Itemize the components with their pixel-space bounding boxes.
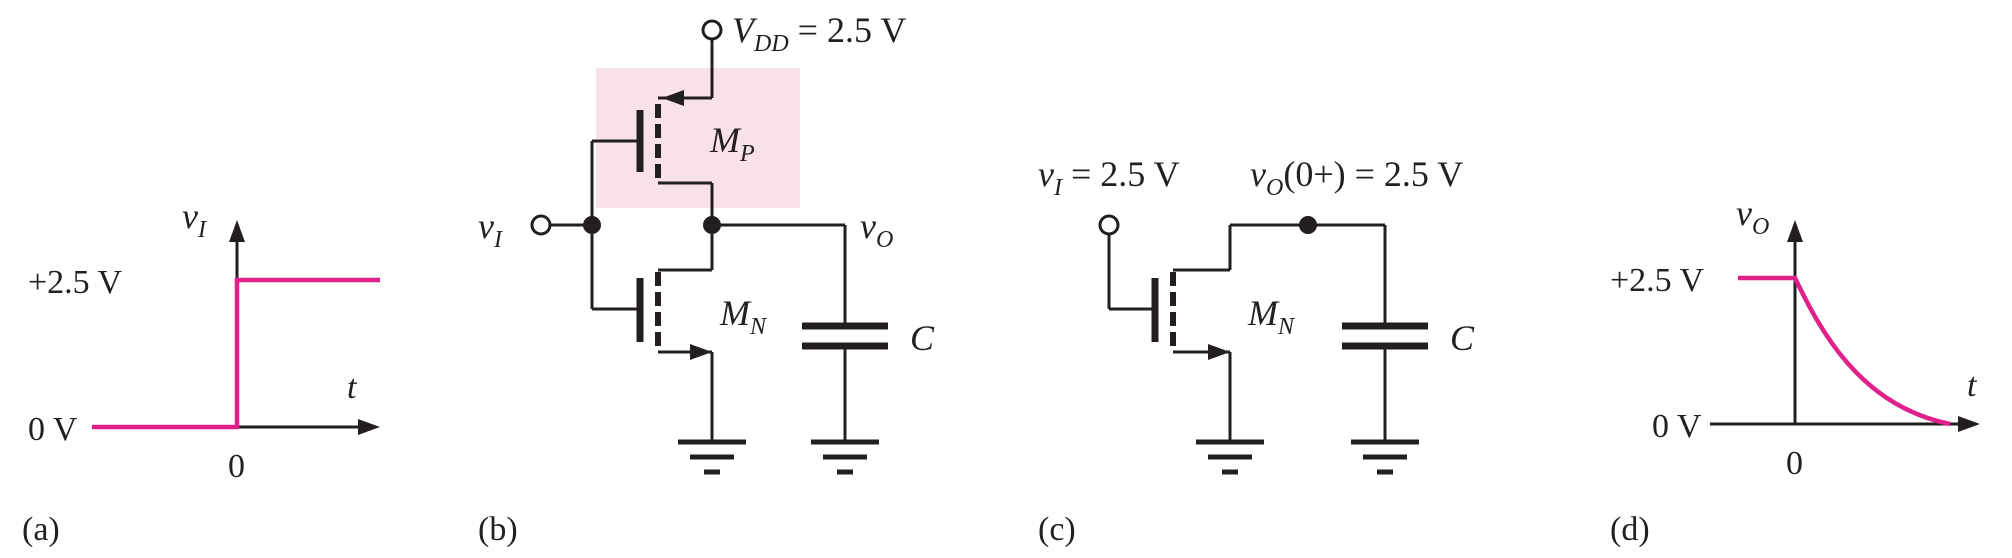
panel-a-time-axis-arrowhead	[358, 419, 380, 435]
output-label: vO	[860, 206, 893, 253]
nmos-ground-symbol	[678, 442, 746, 472]
nmos-source-arrowhead	[690, 344, 712, 360]
panel-c-cap-ground-symbol	[1351, 442, 1419, 472]
load-capacitor	[802, 322, 888, 442]
panel-d-time-axis-arrowhead	[1958, 416, 1980, 432]
panel-b-cmos-inverter: VDD = 2.5 V MP MN vI vO C (b)	[478, 10, 935, 548]
pmos-highlight-box	[596, 68, 800, 208]
panel-a-step-signal	[92, 277, 380, 430]
gate-junction-dot	[583, 216, 601, 234]
panel-c-discharge-circuit: vI = 2.5 V vO(0+) = 2.5 V MN C (c)	[1038, 154, 1475, 548]
nmos-transistor-mn	[636, 225, 714, 442]
vdd-label: VDD = 2.5 V	[732, 10, 906, 57]
input-label: vI	[478, 206, 503, 253]
panel-d-discharge-curve	[1738, 275, 1951, 427]
panel-a-input-waveform: vI +2.5 V 0 V t 0 (a)	[22, 196, 380, 548]
panel-d-output-waveform: vO +2.5 V 0 V t 0 (d)	[1610, 193, 1980, 548]
panel-a-high-level-label: +2.5 V	[28, 264, 123, 301]
panel-c-nmos-label: MN	[1247, 293, 1296, 340]
nmos-label: MN	[719, 293, 768, 340]
pmos-label: MP	[709, 120, 755, 167]
pmos-source-arrowhead	[662, 90, 684, 106]
panel-d-caption: (d)	[1610, 511, 1650, 548]
vdd-terminal	[701, 19, 723, 41]
panel-d-low-level-label: 0 V	[1652, 408, 1702, 445]
panel-d-high-level-label: +2.5 V	[1610, 262, 1705, 299]
panel-c-output-junction-dot	[1299, 216, 1317, 234]
panel-c-output-label: vO(0+) = 2.5 V	[1250, 154, 1463, 201]
panel-b-caption: (b)	[478, 511, 518, 548]
panel-c-nmos-transistor	[1151, 225, 1232, 442]
panel-c-nmos-source-arrowhead	[1208, 344, 1230, 360]
panel-d-t-axis-label: t	[1967, 367, 1978, 404]
panel-d-origin-label: 0	[1786, 445, 1803, 482]
panel-a-low-level-label: 0 V	[28, 411, 78, 448]
panel-a-origin-label: 0	[228, 448, 245, 485]
panel-a-caption: (a)	[22, 511, 60, 548]
panel-c-capacitor	[1342, 322, 1428, 442]
panel-c-input-terminal	[1098, 214, 1120, 236]
panel-a-t-axis-label: t	[347, 369, 358, 406]
panel-c-input-label: vI = 2.5 V	[1038, 154, 1180, 201]
cap-ground-symbol	[811, 442, 879, 472]
input-terminal	[530, 214, 552, 236]
panel-c-capacitor-label: C	[1450, 318, 1475, 358]
panel-c-nmos-ground-symbol	[1196, 442, 1264, 472]
capacitor-label: C	[910, 318, 935, 358]
panel-c-caption: (c)	[1038, 511, 1076, 548]
panel-d-vo-axis-label: vO	[1736, 193, 1769, 240]
panel-d-vo-axis-arrowhead	[1787, 220, 1803, 242]
panel-a-vi-axis-label: vI	[182, 196, 207, 243]
panel-a-vi-axis-arrowhead	[229, 220, 245, 242]
